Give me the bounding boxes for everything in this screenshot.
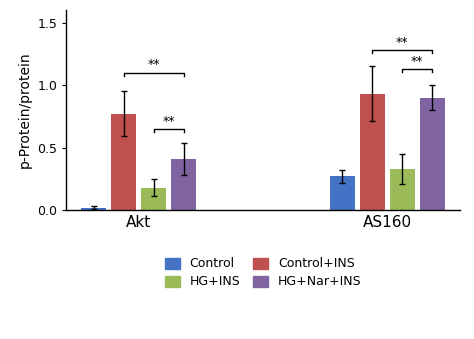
Text: **: ** (411, 55, 424, 68)
Text: **: ** (396, 36, 409, 49)
Legend: Control, HG+INS, Control+INS, HG+Nar+INS: Control, HG+INS, Control+INS, HG+Nar+INS (160, 253, 366, 294)
Y-axis label: p-Protein/protein: p-Protein/protein (18, 52, 32, 168)
Bar (141, 188, 166, 210)
Bar (390, 169, 415, 210)
Text: **: ** (147, 58, 160, 72)
Bar (111, 114, 136, 210)
Bar (420, 98, 445, 210)
Bar (82, 208, 106, 210)
Bar (330, 176, 355, 210)
Text: **: ** (163, 115, 175, 128)
Bar (360, 94, 385, 210)
Bar (172, 159, 196, 210)
